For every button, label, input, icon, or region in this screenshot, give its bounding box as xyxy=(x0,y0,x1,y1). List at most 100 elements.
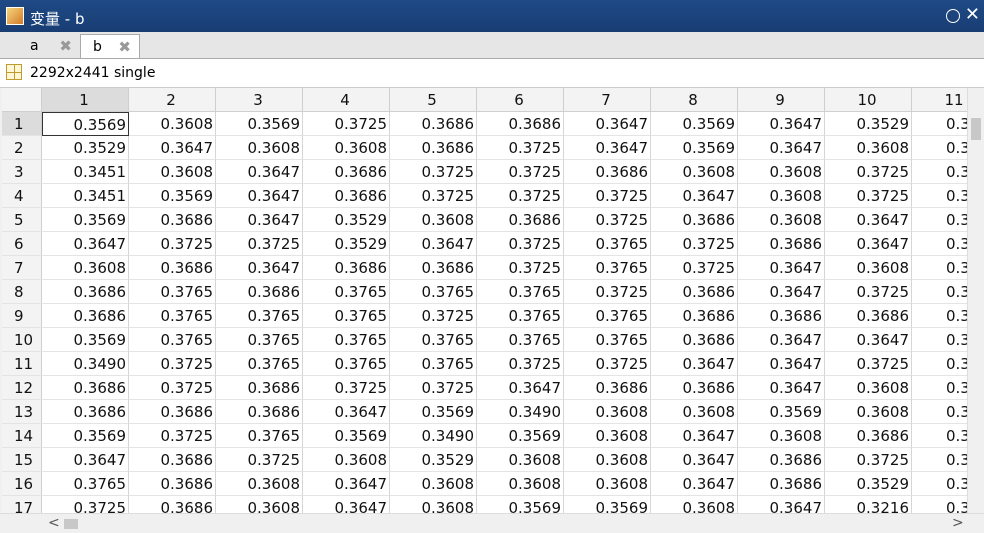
cell[interactable]: 0.3686 xyxy=(738,472,825,496)
horizontal-scrollbar[interactable]: < > xyxy=(0,513,984,533)
cell[interactable]: 0.3647 xyxy=(42,232,129,256)
cell[interactable]: 0.3 xyxy=(912,112,968,136)
scroll-thumb[interactable] xyxy=(64,519,78,529)
cell[interactable]: 0.3 xyxy=(912,424,968,448)
cell[interactable]: 0.3608 xyxy=(738,160,825,184)
cell[interactable]: 0.3686 xyxy=(303,184,390,208)
cell[interactable]: 0.3686 xyxy=(129,256,216,280)
cell[interactable]: 0.3765 xyxy=(564,328,651,352)
cell[interactable]: 0.3725 xyxy=(216,448,303,472)
cell[interactable]: 0.3647 xyxy=(825,208,912,232)
cell[interactable]: 0.3686 xyxy=(129,208,216,232)
cell[interactable]: 0.3569 xyxy=(738,400,825,424)
cell[interactable]: 0.3647 xyxy=(825,232,912,256)
cell[interactable]: 0.3608 xyxy=(390,472,477,496)
tab-close[interactable]: ✖ xyxy=(59,37,72,55)
cell[interactable]: 0.3608 xyxy=(42,256,129,280)
cell[interactable]: 0.3451 xyxy=(42,184,129,208)
cell[interactable]: 0.3725 xyxy=(564,184,651,208)
cell[interactable]: 0.3725 xyxy=(390,184,477,208)
cell[interactable]: 0.3647 xyxy=(42,448,129,472)
cell[interactable]: 0.3765 xyxy=(390,328,477,352)
cell[interactable]: 0.3647 xyxy=(564,112,651,136)
cell[interactable]: 0.3529 xyxy=(825,112,912,136)
cell[interactable]: 0.3686 xyxy=(42,304,129,328)
cell[interactable]: 0.3 xyxy=(912,304,968,328)
cell[interactable]: 0.3608 xyxy=(390,208,477,232)
column-header[interactable]: 11 xyxy=(912,88,968,112)
cell[interactable]: 0.3608 xyxy=(477,472,564,496)
cell[interactable]: 0.3765 xyxy=(477,328,564,352)
cell[interactable]: 0.3647 xyxy=(738,112,825,136)
vertical-scrollbar[interactable] xyxy=(967,88,984,513)
cell[interactable]: 0.3725 xyxy=(825,184,912,208)
cell[interactable]: 0.3765 xyxy=(216,424,303,448)
cell[interactable]: 0.3569 xyxy=(216,112,303,136)
cell[interactable]: 0.3765 xyxy=(303,328,390,352)
cell[interactable]: 0.3765 xyxy=(129,328,216,352)
cell[interactable]: 0.3686 xyxy=(216,376,303,400)
cell[interactable]: 0.3686 xyxy=(564,376,651,400)
cell[interactable]: 0.3725 xyxy=(825,448,912,472)
cell[interactable]: 0.3725 xyxy=(564,280,651,304)
cell[interactable]: 0.3647 xyxy=(651,424,738,448)
cell[interactable]: 0.3 xyxy=(912,136,968,160)
cell[interactable]: 0.3569 xyxy=(564,496,651,513)
cell[interactable]: 0.3686 xyxy=(42,280,129,304)
cell[interactable]: 0.3569 xyxy=(129,184,216,208)
tab-active[interactable]: b ✖ xyxy=(80,34,140,58)
cell[interactable]: 0.3765 xyxy=(564,256,651,280)
cell[interactable]: 0.3569 xyxy=(651,112,738,136)
cell[interactable]: 0.3765 xyxy=(564,304,651,328)
cell[interactable]: 0.3608 xyxy=(216,472,303,496)
cell[interactable]: 0.3608 xyxy=(738,184,825,208)
cell[interactable]: 0.3529 xyxy=(303,232,390,256)
cell[interactable]: 0.3529 xyxy=(42,136,129,160)
cell[interactable]: 0.3608 xyxy=(825,136,912,160)
cell[interactable]: 0.3725 xyxy=(216,232,303,256)
scroll-thumb[interactable] xyxy=(971,118,981,140)
cell[interactable]: 0.3725 xyxy=(390,160,477,184)
cell[interactable]: 0.3 xyxy=(912,232,968,256)
cell[interactable]: 0.3686 xyxy=(651,208,738,232)
cell[interactable]: 0.3647 xyxy=(216,160,303,184)
cell[interactable]: 0.3725 xyxy=(42,496,129,513)
cell[interactable]: 0.3608 xyxy=(303,136,390,160)
cell[interactable]: 0.3725 xyxy=(825,160,912,184)
cell[interactable]: 0.3647 xyxy=(303,400,390,424)
cell[interactable]: 0.3569 xyxy=(390,400,477,424)
cell[interactable]: 0.3608 xyxy=(129,112,216,136)
cell[interactable]: 0.3686 xyxy=(42,400,129,424)
cell[interactable]: 0.3686 xyxy=(651,328,738,352)
cell[interactable]: 0.3647 xyxy=(303,472,390,496)
cell[interactable]: 0.3529 xyxy=(303,208,390,232)
cell[interactable]: 0.3608 xyxy=(303,448,390,472)
cell[interactable]: 0.3686 xyxy=(477,112,564,136)
cell[interactable]: 0.3490 xyxy=(477,400,564,424)
column-header[interactable]: 7 xyxy=(564,88,651,112)
cell[interactable]: 0.3765 xyxy=(477,304,564,328)
column-header[interactable]: 8 xyxy=(651,88,738,112)
cell[interactable]: 0.3647 xyxy=(216,208,303,232)
cell[interactable]: 0.3 xyxy=(912,472,968,496)
cell[interactable]: 0.3725 xyxy=(129,424,216,448)
cell[interactable]: 0.3647 xyxy=(564,136,651,160)
cell[interactable]: 0.3686 xyxy=(738,304,825,328)
cell[interactable]: 0.3725 xyxy=(129,376,216,400)
cell[interactable]: 0.3 xyxy=(912,208,968,232)
tab-close[interactable]: ✖ xyxy=(118,38,131,56)
cell[interactable]: 0.3686 xyxy=(651,376,738,400)
cell[interactable]: 0.3647 xyxy=(738,136,825,160)
cell[interactable]: 0.3765 xyxy=(303,352,390,376)
cell[interactable]: 0.3 xyxy=(912,328,968,352)
cell[interactable]: 0.3725 xyxy=(390,304,477,328)
cell[interactable]: 0.3765 xyxy=(129,304,216,328)
cell[interactable]: 0.3725 xyxy=(564,352,651,376)
cell[interactable]: 0.3647 xyxy=(738,496,825,513)
cell[interactable]: 0.3608 xyxy=(651,496,738,513)
cell[interactable]: 0.3608 xyxy=(129,160,216,184)
cell[interactable]: 0.3725 xyxy=(390,376,477,400)
cell[interactable]: 0.3608 xyxy=(825,376,912,400)
cell[interactable]: 0.3765 xyxy=(390,352,477,376)
cell[interactable]: 0.3686 xyxy=(825,424,912,448)
